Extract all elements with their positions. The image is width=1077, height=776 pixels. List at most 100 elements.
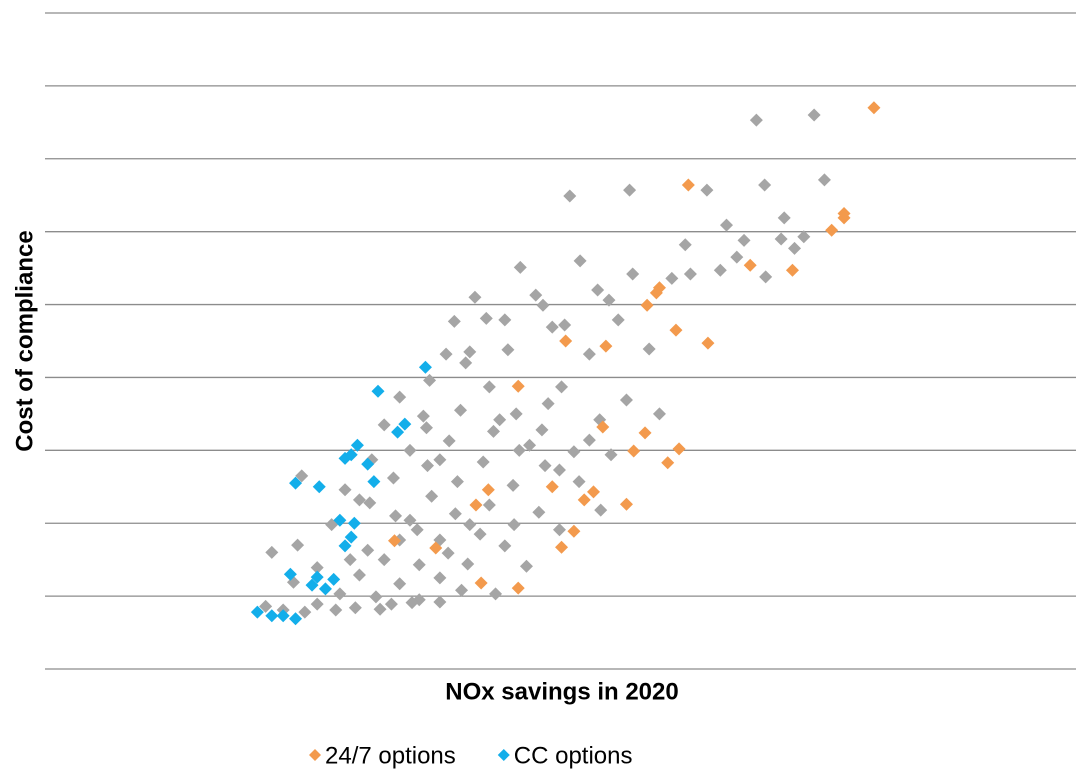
- legend-marker: [309, 749, 321, 761]
- point: [719, 218, 733, 232]
- point: [327, 572, 341, 586]
- point: [619, 393, 633, 407]
- point: [577, 493, 591, 507]
- point: [361, 457, 375, 471]
- point: [463, 518, 477, 532]
- point: [442, 434, 456, 448]
- point: [423, 373, 437, 387]
- point: [347, 516, 361, 530]
- point: [352, 568, 366, 582]
- point: [529, 288, 543, 302]
- point: [377, 418, 391, 432]
- point: [640, 298, 654, 312]
- point: [558, 318, 572, 332]
- point: [536, 298, 550, 312]
- point: [541, 397, 555, 411]
- point: [498, 539, 512, 553]
- point: [318, 582, 332, 596]
- point: [498, 313, 512, 327]
- point: [672, 442, 686, 456]
- point: [509, 407, 523, 421]
- point: [501, 343, 515, 357]
- legend-label: CC options: [514, 742, 633, 769]
- point: [479, 311, 493, 325]
- point: [493, 413, 507, 427]
- point: [586, 485, 600, 499]
- point: [350, 438, 364, 452]
- point: [669, 323, 683, 337]
- point: [555, 380, 569, 394]
- point: [259, 599, 273, 613]
- point: [567, 445, 581, 459]
- point: [507, 518, 521, 532]
- point: [283, 567, 297, 581]
- point: [373, 602, 387, 616]
- point: [788, 241, 802, 255]
- point: [459, 356, 473, 370]
- point: [611, 313, 625, 327]
- point: [403, 443, 417, 457]
- point: [416, 409, 430, 423]
- point: [638, 426, 652, 440]
- point: [369, 590, 383, 604]
- point: [642, 342, 656, 356]
- point: [785, 263, 799, 277]
- point: [737, 233, 751, 247]
- point: [523, 438, 537, 452]
- point: [476, 455, 490, 469]
- point: [678, 238, 692, 252]
- point: [538, 459, 552, 473]
- point: [338, 483, 352, 497]
- point: [310, 570, 324, 584]
- point: [333, 513, 347, 527]
- point: [410, 523, 424, 537]
- point: [312, 480, 326, 494]
- point: [602, 293, 616, 307]
- point: [594, 503, 608, 517]
- point: [361, 543, 375, 557]
- point: [482, 380, 496, 394]
- point: [298, 605, 312, 619]
- point: [532, 505, 546, 519]
- point: [489, 587, 503, 601]
- point: [398, 417, 412, 431]
- legend-label: 24/7 options: [325, 742, 456, 769]
- point: [700, 183, 714, 197]
- point: [310, 597, 324, 611]
- point: [433, 453, 447, 467]
- point: [474, 576, 488, 590]
- point: [825, 223, 839, 237]
- point: [289, 476, 303, 490]
- point: [599, 339, 613, 353]
- point: [759, 270, 773, 284]
- point: [433, 595, 447, 609]
- point: [511, 581, 525, 595]
- point: [468, 290, 482, 304]
- point: [265, 545, 279, 559]
- point: [817, 173, 831, 187]
- point: [572, 475, 586, 489]
- point: [591, 283, 605, 297]
- point: [425, 489, 439, 503]
- point: [418, 360, 432, 374]
- point: [559, 334, 573, 348]
- point: [681, 178, 695, 192]
- point: [371, 384, 385, 398]
- point: [582, 347, 596, 361]
- point: [463, 345, 477, 359]
- point: [596, 420, 610, 434]
- point: [552, 523, 566, 537]
- point: [344, 448, 358, 462]
- point: [649, 286, 663, 300]
- point: [276, 609, 290, 623]
- point: [623, 183, 637, 197]
- point: [867, 101, 881, 115]
- point: [295, 469, 309, 483]
- point: [386, 471, 400, 485]
- point: [665, 271, 679, 285]
- point: [338, 539, 352, 553]
- point: [305, 578, 319, 592]
- point: [730, 250, 744, 264]
- point: [439, 347, 453, 361]
